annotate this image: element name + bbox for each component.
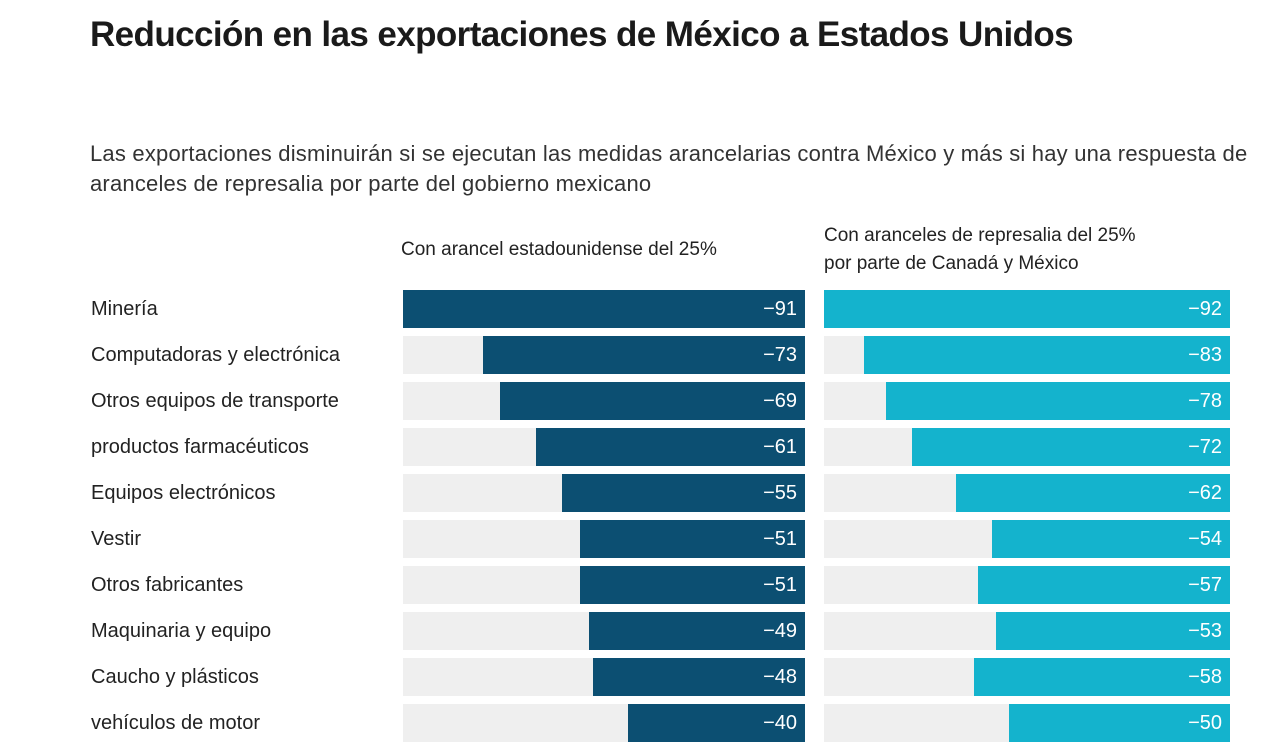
panel-header-line: por parte de Canadá y México bbox=[824, 253, 1079, 274]
value-label: −92 bbox=[1188, 298, 1222, 320]
value-label: −61 bbox=[763, 436, 797, 458]
panel-header-us-tariff: Con arancel estadounidense del 25% bbox=[401, 239, 717, 260]
bar-track: −83 bbox=[824, 336, 1230, 374]
bar: −69 bbox=[500, 382, 805, 420]
bar: −49 bbox=[588, 612, 805, 650]
bar: −57 bbox=[978, 566, 1230, 604]
bar: −91 bbox=[403, 290, 805, 328]
category-label: vehículos de motor bbox=[91, 712, 260, 734]
value-label: −73 bbox=[763, 344, 797, 366]
bar: −51 bbox=[579, 566, 805, 604]
bar: −61 bbox=[535, 428, 805, 466]
category-label: productos farmacéuticos bbox=[91, 436, 309, 458]
value-label: −91 bbox=[763, 298, 797, 320]
bar: −72 bbox=[912, 428, 1230, 466]
chart-subtitle: Las exportaciones disminuirán si se ejec… bbox=[90, 141, 1248, 196]
bar-track: −51 bbox=[403, 566, 805, 604]
bar-track: −73 bbox=[403, 336, 805, 374]
bar-track: −61 bbox=[403, 428, 805, 466]
value-label: −48 bbox=[763, 666, 797, 688]
bar-track: −92 bbox=[824, 290, 1230, 328]
value-label: −49 bbox=[763, 620, 797, 642]
bar: −78 bbox=[885, 382, 1230, 420]
bar: −92 bbox=[824, 290, 1230, 328]
bar-track: −72 bbox=[824, 428, 1230, 466]
bar: −55 bbox=[562, 474, 805, 512]
category-label: Minería bbox=[91, 298, 158, 320]
category-label: Vestir bbox=[91, 528, 142, 550]
value-label: −54 bbox=[1188, 528, 1222, 550]
value-label: −78 bbox=[1188, 390, 1222, 412]
bar-track: −58 bbox=[824, 658, 1230, 696]
value-label: −72 bbox=[1188, 436, 1222, 458]
bar-track: −49 bbox=[403, 612, 805, 650]
value-label: −40 bbox=[763, 712, 797, 734]
value-label: −69 bbox=[763, 390, 797, 412]
bar-track: −91 bbox=[403, 290, 805, 328]
bar-track: −57 bbox=[824, 566, 1230, 604]
bar-track: −69 bbox=[403, 382, 805, 420]
value-label: −51 bbox=[763, 528, 797, 550]
category-label: Equipos electrónicos bbox=[91, 482, 276, 504]
category-label: Caucho y plásticos bbox=[91, 666, 259, 688]
category-label: Computadoras y electrónica bbox=[91, 344, 341, 366]
bar: −73 bbox=[482, 336, 805, 374]
value-label: −50 bbox=[1188, 712, 1222, 734]
value-label: −53 bbox=[1188, 620, 1222, 642]
bar-track: −78 bbox=[824, 382, 1230, 420]
bar-track: −40 bbox=[403, 704, 805, 742]
bar-track: −55 bbox=[403, 474, 805, 512]
panel-header-retaliation: Con aranceles de represalia del 25% por … bbox=[824, 222, 1136, 278]
value-label: −58 bbox=[1188, 666, 1222, 688]
bar: −40 bbox=[628, 704, 805, 742]
bar: −48 bbox=[592, 658, 805, 696]
bar: −62 bbox=[956, 474, 1230, 512]
bar: −53 bbox=[996, 612, 1230, 650]
bar: −51 bbox=[579, 520, 805, 558]
bar-track: −48 bbox=[403, 658, 805, 696]
bar-track: −51 bbox=[403, 520, 805, 558]
category-label: Otros fabricantes bbox=[91, 574, 244, 596]
chart-title: Reducción en las exportaciones de México… bbox=[90, 15, 1074, 54]
value-label: −51 bbox=[763, 574, 797, 596]
category-label: Maquinaria y equipo bbox=[91, 620, 272, 642]
bar: −50 bbox=[1009, 704, 1230, 742]
value-label: −55 bbox=[763, 482, 797, 504]
bar-track: −50 bbox=[824, 704, 1230, 742]
bar-track: −54 bbox=[824, 520, 1230, 558]
value-label: −62 bbox=[1188, 482, 1222, 504]
bar: −54 bbox=[991, 520, 1230, 558]
bar: −83 bbox=[863, 336, 1230, 374]
panel-header-line: Con aranceles de represalia del 25% bbox=[824, 225, 1136, 246]
value-label: −57 bbox=[1188, 574, 1222, 596]
bar-track: −53 bbox=[824, 612, 1230, 650]
bar-track: −62 bbox=[824, 474, 1230, 512]
category-label: Otros equipos de transporte bbox=[91, 390, 339, 412]
bar: −58 bbox=[974, 658, 1230, 696]
value-label: −83 bbox=[1188, 344, 1222, 366]
